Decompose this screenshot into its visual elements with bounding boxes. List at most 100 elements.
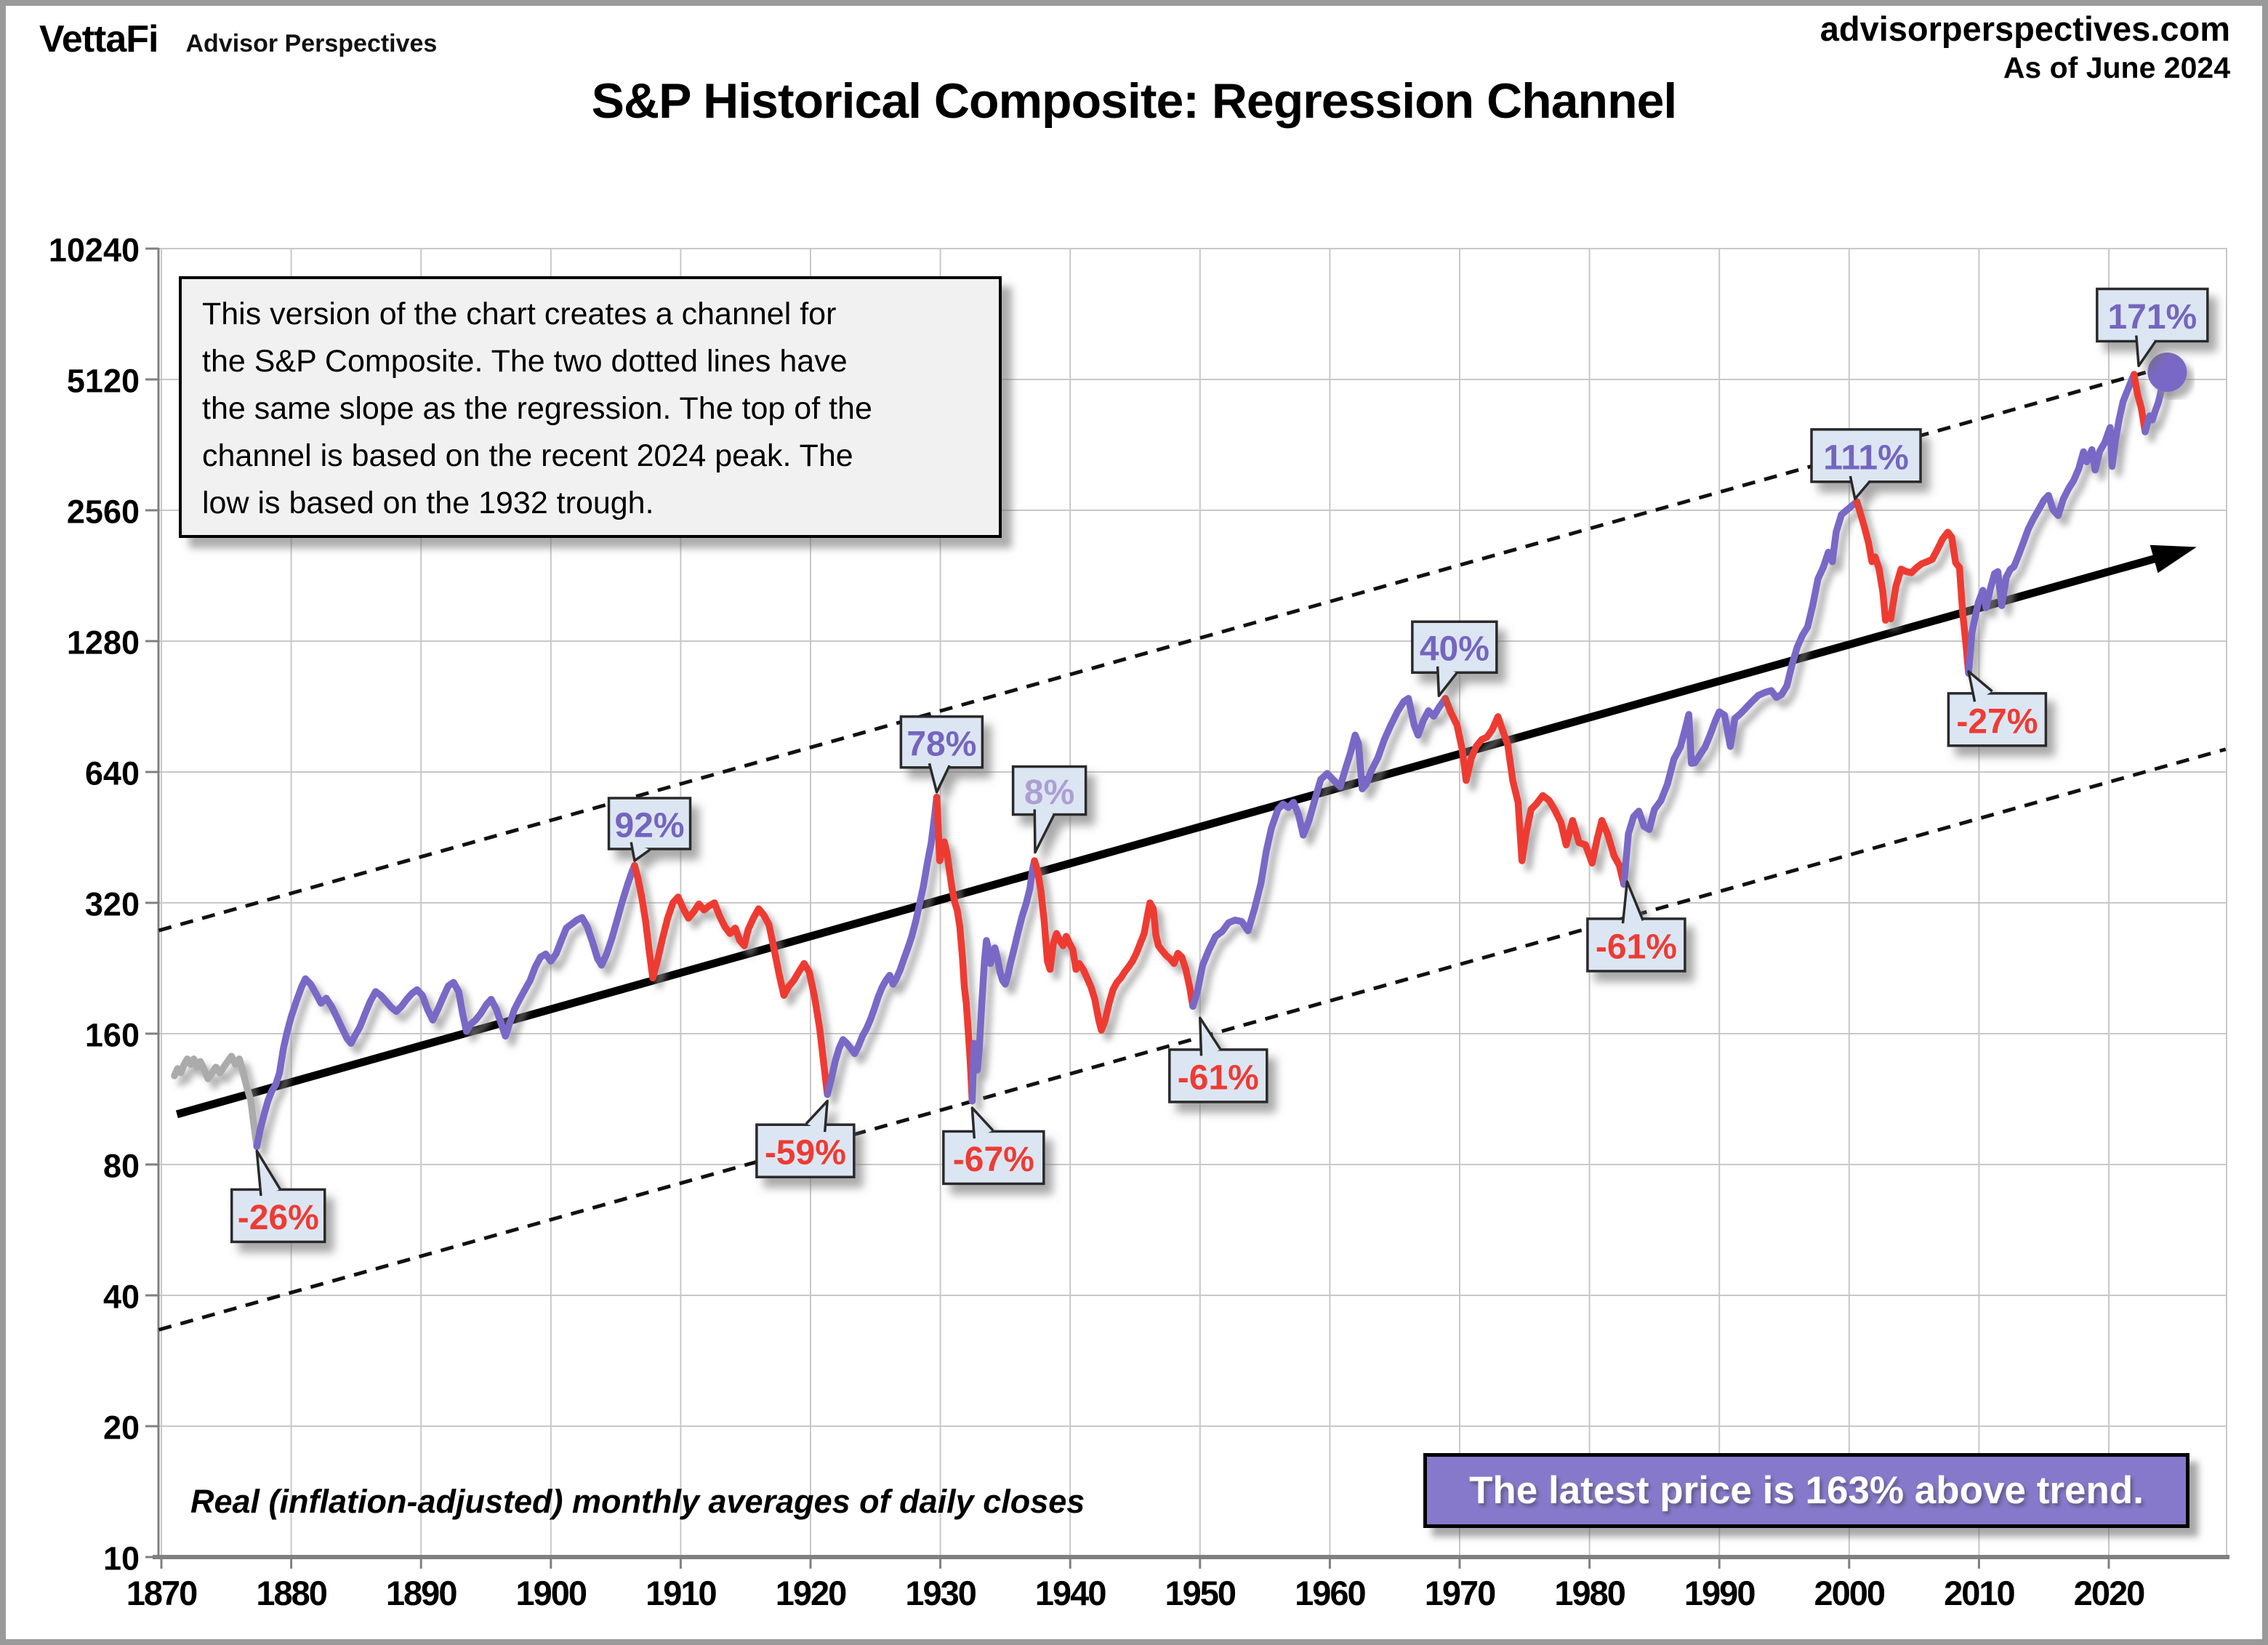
note-line: the S&P Composite. The two dotted lines … <box>202 344 848 379</box>
callout--61% <box>1168 1016 1268 1103</box>
callout-box <box>1011 765 1087 816</box>
callout-label: 8% <box>1024 773 1074 812</box>
advisor-perspectives-label: Advisor Perspectives <box>185 30 438 57</box>
y-tick-label: 10240 <box>49 232 140 269</box>
price-segment-red <box>1853 498 1972 677</box>
x-tick-label: 2010 <box>1944 1574 2014 1612</box>
callout-92% <box>607 797 692 862</box>
x-tick-label: 2020 <box>2074 1574 2144 1612</box>
as-of-date: As of June 2024 <box>2003 51 2230 84</box>
data-source-footnote: Real (inflation-adjusted) monthly averag… <box>190 1483 1085 1520</box>
header-right: advisorperspectives.com As of June 2024 <box>1820 9 2230 86</box>
y-tick-label: 320 <box>85 886 140 923</box>
callout-pointer <box>928 763 951 794</box>
x-tick-label: 1870 <box>126 1574 197 1612</box>
callout-40% <box>1411 620 1498 697</box>
x-tick-label: 1890 <box>386 1574 457 1612</box>
price-segment-red <box>933 793 976 1105</box>
callout-label: -61% <box>1178 1058 1259 1097</box>
callout-pointer <box>1199 1016 1222 1056</box>
callout-label: -67% <box>953 1141 1034 1179</box>
callout-pointer <box>1621 880 1644 924</box>
callout-label: 92% <box>614 806 684 845</box>
y-tick-label: 20 <box>103 1409 140 1447</box>
site-url: advisorperspectives.com <box>1819 9 2230 48</box>
callout-label: -61% <box>1596 928 1677 966</box>
callout-pointer <box>255 1149 282 1196</box>
x-tick-label: 1960 <box>1295 1574 1365 1612</box>
callout--59% <box>755 1099 856 1178</box>
header-left: VettaFi Advisor Perspectives <box>39 17 437 61</box>
regression-trend <box>175 544 2197 1119</box>
price-segment-red <box>631 861 831 1098</box>
x-tick-label: 1940 <box>1035 1574 1106 1612</box>
price-line <box>171 369 2171 1150</box>
callout-pointer <box>1967 669 1993 702</box>
callout-78% <box>899 715 984 794</box>
callout-box <box>1947 692 2048 747</box>
callout-box <box>230 1188 326 1244</box>
y-tick-label: 40 <box>103 1279 140 1316</box>
callout-111% <box>1810 428 1922 501</box>
price-segment-purple <box>1965 371 2138 677</box>
note-line: This version of the chart creates a chan… <box>202 297 837 331</box>
callout-label: -27% <box>1956 702 2038 741</box>
x-tick-label: 1910 <box>646 1574 716 1612</box>
callout-8% <box>1011 765 1087 854</box>
callout-label: 171% <box>2107 298 2197 337</box>
price-segment-red <box>1441 695 1628 888</box>
y-tick-label: 1280 <box>67 624 140 661</box>
vettafi-logo: VettaFi <box>39 18 158 60</box>
callout-box <box>755 1123 856 1178</box>
x-tick-label: 2000 <box>1814 1574 1885 1612</box>
page-title: S&P Historical Composite: Regression Cha… <box>591 73 1678 129</box>
x-tick-label: 1990 <box>1684 1574 1755 1612</box>
callout-box <box>1411 620 1498 674</box>
note-line: the same slope as the regression. The to… <box>202 391 872 426</box>
callout-box <box>942 1130 1045 1186</box>
channel-bottom-line <box>158 747 2227 1332</box>
callout-pointer <box>970 1106 994 1139</box>
callout-pointer <box>1436 666 1458 697</box>
callout-label: -59% <box>765 1134 846 1173</box>
callout-label: -26% <box>238 1199 319 1237</box>
note-line: channel is based on the recent 2024 peak… <box>202 438 853 473</box>
x-tick-label: 1880 <box>256 1574 326 1612</box>
callouts: -26% 92% 78% 8% -59% -67% -61% 40% -61% 111% -27% 1… <box>230 287 2209 1244</box>
callout--61% <box>1586 880 1686 973</box>
callout-pointer <box>1033 809 1056 854</box>
callout-label: 40% <box>1420 630 1489 669</box>
y-tick-label: 80 <box>103 1148 140 1185</box>
price-segment-purple <box>253 861 638 1150</box>
y-tick-label: 2560 <box>67 494 140 531</box>
callout-171% <box>2096 287 2209 368</box>
callout-label: 111% <box>1823 438 1908 477</box>
callout-label: 78% <box>906 725 976 763</box>
callout-pointer <box>805 1099 829 1133</box>
callout--26% <box>230 1149 326 1244</box>
latest-price-dot <box>2147 353 2187 392</box>
price-segment-gray <box>171 1053 261 1150</box>
price-segment-purple <box>1189 695 1449 1010</box>
callout-pointer <box>630 842 651 862</box>
callout-box <box>1168 1048 1268 1103</box>
x-tick-label: 1950 <box>1165 1574 1236 1612</box>
y-tick-label: 5120 <box>67 363 140 400</box>
callout-pointer <box>1849 475 1871 501</box>
x-tick-label: 1900 <box>516 1574 587 1612</box>
note-line: low is based on the 1932 trough. <box>202 486 654 520</box>
x-tick-label: 1980 <box>1554 1574 1625 1612</box>
callout--27% <box>1947 669 2048 747</box>
axes: 10 20 40 80 160 320 640 1280 2560 5120 10240 1870 18… <box>49 232 2229 1612</box>
callout-box <box>607 797 692 850</box>
x-tick-label: 1970 <box>1425 1574 1495 1612</box>
price-segment-red <box>1031 857 1197 1034</box>
x-tick-label: 1920 <box>776 1574 846 1612</box>
callout-box <box>899 715 984 769</box>
latest-price-banner: The latest price is 163% above trend. <box>1423 1453 2189 1528</box>
x-tick-label: 1930 <box>905 1574 976 1612</box>
price-segment-purple <box>1620 498 1861 888</box>
banner-text: The latest price is 163% above trend. <box>1469 1469 2144 1512</box>
